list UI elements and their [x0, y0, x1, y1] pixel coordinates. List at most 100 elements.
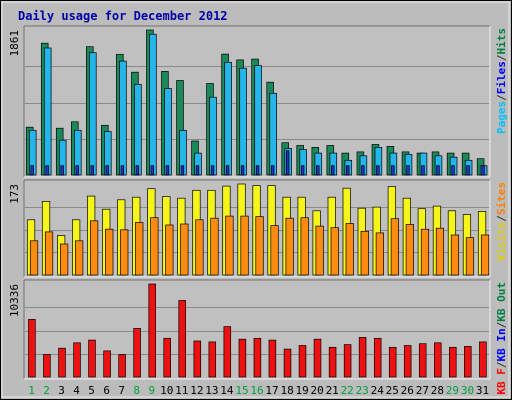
legend-part: Pages	[495, 101, 508, 134]
bar-sites-day-13	[210, 217, 219, 276]
day-label-10: 10	[160, 384, 173, 397]
bar-sites-day-12	[195, 219, 204, 276]
day-label-22: 22	[341, 384, 354, 397]
day-label-12: 12	[190, 384, 203, 397]
bar-files-day-9	[149, 33, 157, 176]
bar-sites-day-16	[255, 216, 264, 276]
bar-sites-day-30	[465, 237, 475, 276]
bar-pages-day-25	[391, 165, 395, 176]
bar-files-day-17	[269, 92, 277, 176]
legend-label-top: Pages/Files/Hits	[495, 28, 508, 134]
day-label-29: 29	[446, 384, 459, 397]
legend-part: Sites	[495, 182, 508, 215]
bar-pages-day-17	[270, 165, 275, 176]
bar-sites-day-28	[435, 227, 445, 276]
bar-files-day-14	[224, 61, 232, 176]
bar-pages-day-13	[210, 165, 215, 176]
bar-kb-f-day-20	[313, 338, 322, 378]
panel-mid: 173 Visits/Sites	[8, 179, 508, 278]
bar-pages-day-19	[300, 165, 305, 176]
y-max-label-bot: 10336	[8, 284, 21, 317]
day-label-18: 18	[280, 384, 293, 397]
bar-sites-day-2	[44, 231, 54, 276]
bar-files-day-2	[43, 47, 52, 176]
bar-sites-day-1	[29, 240, 39, 276]
series-files	[28, 33, 488, 176]
bar-pages-day-4	[75, 165, 79, 176]
bar-kb-f-day-7	[118, 354, 126, 378]
legend-label-bot: KB F/KB In/KB Out	[495, 282, 508, 395]
bar-kb-f-day-12	[193, 340, 202, 378]
bar-pages-day-29	[451, 165, 455, 176]
day-label-28: 28	[431, 384, 444, 397]
bar-sites-day-26	[405, 224, 414, 276]
bar-pages-day-6	[105, 165, 109, 176]
bar-files-day-8	[134, 84, 142, 176]
bar-files-day-16	[254, 65, 262, 176]
bar-kb-f-day-28	[434, 342, 442, 378]
day-label-4: 4	[73, 384, 80, 397]
bar-kb-f-day-2	[43, 354, 51, 378]
bar-files-day-7	[119, 60, 127, 176]
bar-pages-day-30	[466, 165, 470, 176]
bar-kb-f-day-30	[464, 346, 472, 378]
bar-kb-f-day-29	[449, 346, 457, 378]
bar-kb-f-day-18	[283, 348, 292, 378]
bar-sites-day-20	[315, 225, 324, 276]
bar-sites-day-19	[300, 217, 309, 276]
bar-kb-f-day-4	[73, 342, 81, 378]
legend-part: Visits	[495, 222, 508, 262]
bar-pages-day-16	[255, 165, 260, 176]
bar-pages-day-12	[195, 165, 200, 176]
bar-kb-f-day-23	[358, 337, 367, 378]
bar-pages-day-31	[481, 165, 485, 176]
bar-kb-f-day-13	[208, 341, 217, 378]
bar-pages-day-1	[30, 165, 34, 176]
day-label-30: 30	[461, 384, 474, 397]
bar-pages-day-9	[150, 165, 155, 176]
bar-sites-day-11	[180, 223, 189, 276]
day-label-17: 17	[265, 384, 278, 397]
legend-part: /	[495, 94, 508, 101]
day-label-9: 9	[148, 384, 155, 397]
legend-part: KB F	[495, 368, 508, 395]
bar-sites-day-23	[360, 230, 369, 276]
bar-sites-day-3	[60, 243, 69, 276]
bar-pages-day-24	[376, 165, 380, 176]
bar-sites-day-5	[90, 220, 99, 276]
bar-pages-day-14	[225, 165, 230, 176]
bar-sites-day-17	[270, 225, 279, 276]
day-label-6: 6	[103, 384, 110, 397]
bar-kb-f-day-27	[418, 343, 427, 378]
day-label-3: 3	[58, 384, 65, 397]
day-label-14: 14	[220, 384, 234, 397]
chart-panels: 1861Pages/Files/Hits173Visits/Sites10336…	[8, 25, 508, 395]
bar-pages-day-2	[45, 165, 49, 176]
bar-kb-f-day-26	[403, 345, 412, 378]
legend-part: KB Out	[495, 282, 508, 322]
bar-kb-f-day-16	[253, 337, 262, 378]
bar-sites-day-22	[345, 223, 354, 276]
day-label-7: 7	[118, 384, 125, 397]
bar-sites-day-25	[390, 218, 399, 276]
legend-part: /	[495, 361, 508, 368]
y-max-label-mid: 173	[8, 184, 21, 204]
bar-pages-day-28	[436, 165, 440, 176]
bar-pages-day-7	[120, 165, 125, 176]
bar-kb-f-day-17	[268, 339, 277, 378]
day-label-16: 16	[250, 384, 263, 397]
legend-label-mid: Visits/Sites	[495, 182, 508, 262]
bar-kb-f-day-3	[58, 347, 66, 378]
bar-kb-f-day-24	[373, 337, 382, 378]
bar-kb-f-day-8	[133, 328, 141, 378]
day-label-15: 15	[235, 384, 248, 397]
bar-sites-day-10	[165, 224, 174, 276]
legend-part: /	[495, 54, 508, 61]
bar-sites-day-24	[375, 232, 384, 276]
day-label-21: 21	[326, 384, 339, 397]
y-max-label-top: 1861	[8, 30, 21, 57]
bar-sites-day-21	[330, 227, 339, 276]
bar-sites-day-14	[225, 215, 234, 276]
bar-pages-day-18	[285, 150, 290, 176]
